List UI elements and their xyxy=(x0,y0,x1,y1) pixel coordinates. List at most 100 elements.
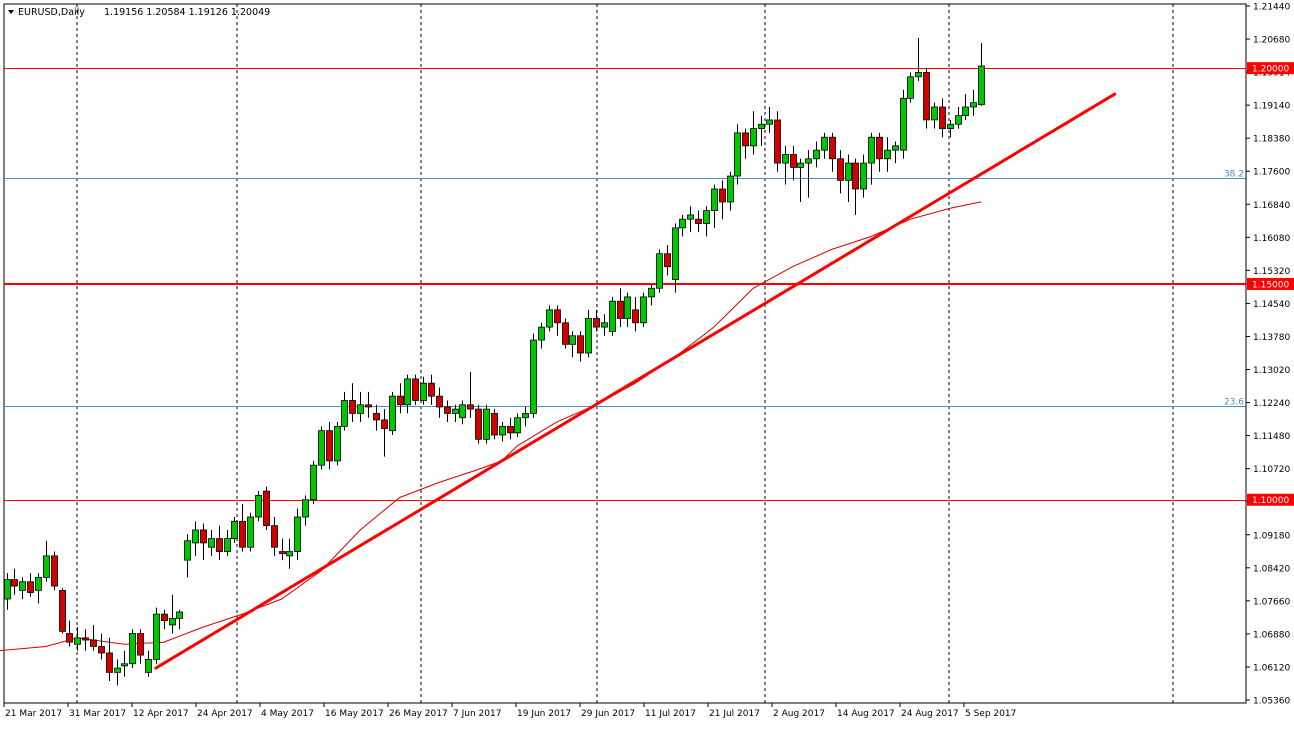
candle-bullish xyxy=(43,555,50,578)
candle-bearish xyxy=(106,652,113,673)
y-tick-label: 1.21440 xyxy=(1253,3,1290,13)
candle-bullish xyxy=(318,430,325,466)
candle-bullish xyxy=(845,162,852,181)
y-tick-label: 1.14540 xyxy=(1253,300,1290,310)
candle-bearish xyxy=(664,253,671,268)
candle-bearish xyxy=(790,154,797,168)
candle-bullish xyxy=(821,136,828,151)
candle-bullish xyxy=(978,65,985,105)
candle-bearish xyxy=(271,525,278,548)
candle-bearish xyxy=(923,72,930,121)
candle-bearish xyxy=(632,309,639,324)
candle-bullish xyxy=(711,188,718,211)
candle-bullish xyxy=(483,408,490,440)
candle-bullish xyxy=(860,162,867,190)
ohlc-readout: 1.19156 1.20584 1.19126 1.20049 xyxy=(104,7,270,18)
candle-bullish xyxy=(404,378,411,406)
candle-bearish xyxy=(444,406,451,414)
candle-bullish xyxy=(121,663,128,667)
candle-bullish xyxy=(389,395,396,432)
candles xyxy=(4,37,985,686)
candle-bearish xyxy=(27,581,34,593)
candle-bullish xyxy=(805,158,812,164)
chart-header: EURUSD,Daily 1.19156 1.20584 1.19126 1.2… xyxy=(8,7,270,18)
candle-bullish xyxy=(970,102,977,108)
candle-bullish xyxy=(153,613,160,660)
y-tick-label: 1.05360 xyxy=(1253,697,1290,707)
x-tick-label: 12 Apr 2017 xyxy=(133,709,189,719)
candle-bearish xyxy=(239,520,246,548)
y-tick-label: 1.19140 xyxy=(1253,102,1290,112)
price-level-tag-label: 1.15000 xyxy=(1252,280,1289,290)
candle-bullish xyxy=(499,425,506,436)
candle-bullish xyxy=(357,404,364,414)
y-tick-label: 1.20680 xyxy=(1253,36,1290,46)
candle-bearish xyxy=(876,136,883,160)
x-tick-label: 24 Apr 2017 xyxy=(197,709,253,719)
candle-bullish xyxy=(145,659,152,673)
dropdown-triangle-icon[interactable] xyxy=(8,10,14,14)
trendline-layer xyxy=(154,92,1117,670)
candle-bullish xyxy=(4,579,11,600)
candle-bullish xyxy=(74,637,81,645)
candle-bullish xyxy=(294,516,301,552)
candle-bearish xyxy=(263,490,270,527)
candle-bullish xyxy=(19,581,26,591)
fib-level-label: 23.6 xyxy=(1224,398,1244,408)
candle-bearish xyxy=(467,404,474,410)
candle-bullish xyxy=(459,404,466,419)
x-tick-label: 24 Aug 2017 xyxy=(901,709,959,719)
candle-bullish xyxy=(758,123,765,129)
candle-bullish xyxy=(892,145,899,151)
candle-bearish xyxy=(279,551,286,555)
price-level-tag-label: 1.10000 xyxy=(1252,496,1289,506)
x-tick-label: 26 May 2017 xyxy=(389,709,448,719)
candle-bullish xyxy=(184,540,191,561)
x-axis: 21 Mar 2017 31 Mar 2017 12 Apr 2017 24 Apr … xyxy=(3,702,1246,719)
x-tick-label: 7 Jun 2017 xyxy=(453,709,501,719)
y-tick-label: 1.17600 xyxy=(1253,168,1290,178)
candle-bearish xyxy=(577,335,584,354)
candle-bearish xyxy=(695,218,702,224)
candle-bearish xyxy=(562,322,569,345)
candle-bullish xyxy=(601,322,608,328)
candle-bullish xyxy=(176,611,183,619)
x-tick-label: 21 Jul 2017 xyxy=(709,709,760,719)
candle-bearish xyxy=(939,106,946,129)
candle-bearish xyxy=(412,378,419,401)
candle-bullish xyxy=(962,106,969,117)
candle-bearish xyxy=(365,404,372,408)
candle-bullish xyxy=(530,339,537,414)
price-level-tag-label: 1.20000 xyxy=(1252,65,1289,75)
candle-bullish xyxy=(129,633,136,665)
candle-bullish xyxy=(750,128,757,147)
candle-bullish xyxy=(624,296,631,319)
price-level-tag xyxy=(1247,62,1294,75)
candle-bullish xyxy=(727,175,734,203)
candle-bullish xyxy=(538,326,545,341)
y-axis: 1.214401.206801.199141.191401.183801.176… xyxy=(1245,3,1294,707)
candle-bearish xyxy=(11,579,18,587)
candle-bullish xyxy=(255,495,262,518)
candle-bearish xyxy=(51,555,58,587)
candle-bearish xyxy=(554,309,561,324)
candle-bearish xyxy=(507,425,514,434)
candle-bearish xyxy=(59,589,66,632)
candle-bullish xyxy=(672,227,679,281)
candle-bullish xyxy=(734,132,741,177)
trendline xyxy=(154,92,1117,670)
grid xyxy=(76,4,1174,703)
candle-bearish xyxy=(436,395,443,408)
candle-bearish xyxy=(82,637,89,641)
candle-bullish xyxy=(231,520,238,539)
candle-bullish xyxy=(868,136,875,164)
candle-bullish xyxy=(569,335,576,345)
candle-bullish xyxy=(648,287,655,298)
x-tick-label: 5 Sep 2017 xyxy=(965,709,1016,719)
candle-bullish xyxy=(813,149,820,160)
candle-bearish xyxy=(373,413,380,421)
candle-bearish xyxy=(491,413,498,436)
